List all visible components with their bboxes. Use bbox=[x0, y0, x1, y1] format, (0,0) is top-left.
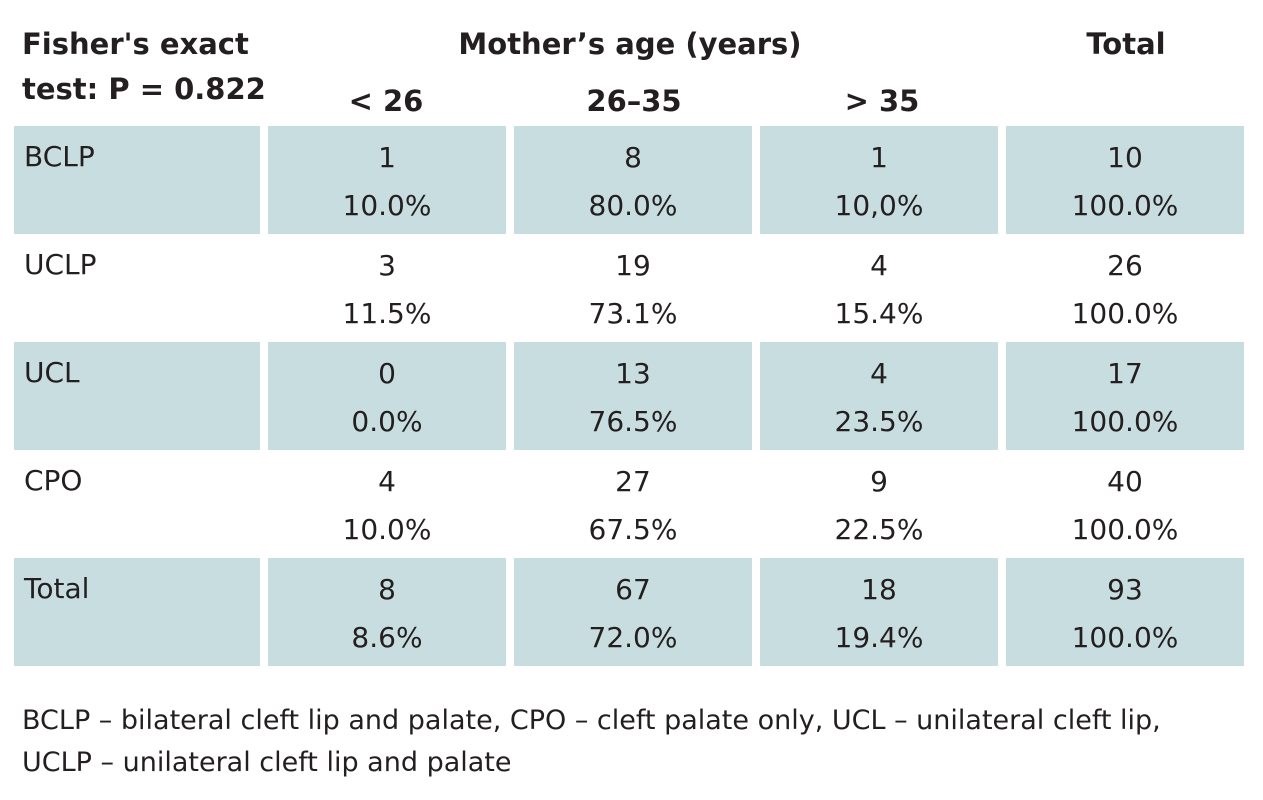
row-label: Total bbox=[14, 558, 260, 666]
total-column-title: Total bbox=[1086, 27, 1166, 61]
cell-count: 8 bbox=[378, 573, 396, 606]
table-cell: 17 100.0% bbox=[1006, 342, 1244, 450]
cell-count: 13 bbox=[615, 357, 651, 390]
table-cell: 4 23.5% bbox=[760, 342, 998, 450]
table-cell: 67 72.0% bbox=[514, 558, 752, 666]
cell-count: 3 bbox=[378, 249, 396, 282]
cell-count: 40 bbox=[1107, 465, 1143, 498]
cell-percent: 23.5% bbox=[834, 405, 924, 438]
row-label: UCLP bbox=[24, 248, 97, 281]
cell-percent: 10,0% bbox=[834, 189, 924, 222]
cell-percent: 100.0% bbox=[1071, 621, 1179, 654]
cell-percent: 19.4% bbox=[834, 621, 924, 654]
cell-count: 10 bbox=[1107, 141, 1143, 174]
table-row: Total 8 8.6% 67 72.0% 18 19.4% 93 100.0% bbox=[14, 558, 1250, 666]
row-label: UCL bbox=[14, 342, 260, 450]
cell-percent: 8.6% bbox=[351, 621, 423, 654]
table-row: UCLP 3 11.5% 19 73.1% 4 15.4% 26 100.0% bbox=[14, 234, 1250, 342]
cell-count: 19 bbox=[615, 249, 651, 282]
group-column-title: Mother’s age (years) bbox=[458, 27, 802, 61]
subgroup-header-over-35: > 35 bbox=[844, 84, 920, 118]
table-cell: 3 11.5% bbox=[268, 234, 506, 342]
table-cell: 93 100.0% bbox=[1006, 558, 1244, 666]
cell-percent: 76.5% bbox=[588, 405, 678, 438]
row-label: BCLP bbox=[14, 126, 260, 234]
cell-percent: 100.0% bbox=[1071, 297, 1179, 330]
cell-count: 0 bbox=[378, 357, 396, 390]
table-cell: 4 15.4% bbox=[760, 234, 998, 342]
cell-percent: 10.0% bbox=[342, 513, 432, 546]
cell-count: 93 bbox=[1107, 573, 1143, 606]
table-cell: 1 10.0% bbox=[268, 126, 506, 234]
cell-percent: 100.0% bbox=[1071, 405, 1179, 438]
table-cell: 27 67.5% bbox=[514, 450, 752, 558]
cell-count: 17 bbox=[1107, 357, 1143, 390]
cell-percent: 67.5% bbox=[588, 513, 678, 546]
table-cell: 4 10.0% bbox=[268, 450, 506, 558]
cell-count: 9 bbox=[870, 465, 888, 498]
cell-percent: 10.0% bbox=[342, 189, 432, 222]
cell-percent: 15.4% bbox=[834, 297, 924, 330]
table-row: CPO 4 10.0% 27 67.5% 9 22.5% 40 100.0% bbox=[14, 450, 1250, 558]
cell-count: 67 bbox=[615, 573, 651, 606]
cell-count: 4 bbox=[378, 465, 396, 498]
table-row: UCL 0 0.0% 13 76.5% 4 23.5% 17 100.0% bbox=[14, 342, 1250, 450]
cell-count: 26 bbox=[1107, 249, 1143, 282]
table-cell: 0 0.0% bbox=[268, 342, 506, 450]
row-label: CPO bbox=[24, 464, 83, 497]
table-cell: 18 19.4% bbox=[760, 558, 998, 666]
cell-percent: 73.1% bbox=[588, 297, 678, 330]
table-cell: 40 100.0% bbox=[1006, 450, 1244, 558]
cell-percent: 100.0% bbox=[1071, 513, 1179, 546]
table-cell: 13 76.5% bbox=[514, 342, 752, 450]
cell-count: 4 bbox=[870, 357, 888, 390]
table-cell: 8 80.0% bbox=[514, 126, 752, 234]
table-cell: 26 100.0% bbox=[1006, 234, 1244, 342]
footnote: BCLP – bilateral cleft lip and palate, C… bbox=[22, 700, 1252, 784]
cell-count: 27 bbox=[615, 465, 651, 498]
footnote-line2: UCLP – unilateral cleft lip and palate bbox=[22, 747, 512, 778]
cell-percent: 0.0% bbox=[351, 405, 423, 438]
cell-count: 18 bbox=[861, 573, 897, 606]
cell-percent: 100.0% bbox=[1071, 189, 1179, 222]
table-cell: 10 100.0% bbox=[1006, 126, 1244, 234]
cell-count: 4 bbox=[870, 249, 888, 282]
subgroup-header-26-35: 26–35 bbox=[586, 84, 682, 118]
cell-count: 1 bbox=[378, 141, 396, 174]
cell-percent: 11.5% bbox=[342, 297, 432, 330]
cell-percent: 72.0% bbox=[588, 621, 678, 654]
statistic-label-line1: Fisher's exact bbox=[22, 27, 249, 61]
table-cell: 19 73.1% bbox=[514, 234, 752, 342]
cell-percent: 80.0% bbox=[588, 189, 678, 222]
table-cell: 1 10,0% bbox=[760, 126, 998, 234]
subgroup-header-under-26: < 26 bbox=[348, 84, 424, 118]
cell-count: 8 bbox=[624, 141, 642, 174]
table-cell: 8 8.6% bbox=[268, 558, 506, 666]
data-table: BCLP 1 10.0% 8 80.0% 1 10,0% 10 100.0% UCLP 3 11.5%… bbox=[14, 126, 1250, 666]
statistic-label-line2: test: P = 0.822 bbox=[22, 72, 266, 106]
table-row: BCLP 1 10.0% 8 80.0% 1 10,0% 10 100.0% bbox=[14, 126, 1250, 234]
cell-percent: 22.5% bbox=[834, 513, 924, 546]
footnote-line1: BCLP – bilateral cleft lip and palate, C… bbox=[22, 705, 1161, 736]
cell-count: 1 bbox=[870, 141, 888, 174]
table-cell: 9 22.5% bbox=[760, 450, 998, 558]
